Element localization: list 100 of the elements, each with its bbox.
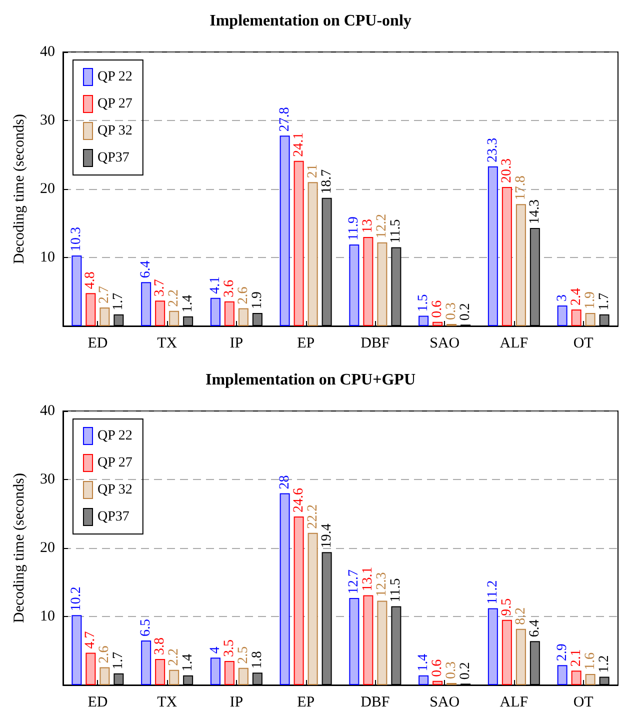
bar — [72, 615, 82, 685]
x-tick-label: ED — [88, 694, 108, 710]
y-tick-label: 20 — [40, 181, 55, 197]
x-tick-label: TX — [157, 336, 178, 352]
x-tick-label: IP — [230, 336, 244, 352]
data-label: 4.8 — [83, 272, 98, 290]
x-tick-label: EP — [297, 336, 315, 352]
x-tick-label: ED — [88, 336, 108, 352]
bar — [238, 308, 248, 326]
data-label: 1.2 — [596, 655, 612, 673]
bar — [349, 598, 360, 685]
bar — [224, 301, 234, 326]
data-label: 0.3 — [444, 302, 460, 320]
data-label: 1.4 — [416, 654, 432, 672]
data-label: 28 — [277, 475, 292, 490]
data-label: 18.7 — [319, 169, 334, 194]
data-label: 2.6 — [97, 646, 112, 664]
bar — [377, 600, 388, 685]
data-label: 14.3 — [527, 200, 542, 224]
bar — [571, 670, 582, 685]
bar — [100, 308, 110, 326]
x-tick-label: ALF — [500, 694, 528, 710]
legend-label: QP 22 — [98, 428, 132, 444]
y-axis-title: Decoding time (seconds) — [12, 473, 28, 623]
data-label: 1.7 — [596, 292, 612, 310]
chart-title: Implementation on CPU+GPU — [206, 372, 416, 388]
bar — [432, 322, 443, 326]
bar — [141, 640, 152, 685]
y-tick-label: 30 — [40, 472, 55, 488]
y-tick-label: 30 — [40, 112, 55, 128]
data-label: 1.4 — [180, 294, 196, 312]
legend-label: QP 32 — [98, 482, 132, 498]
bar — [488, 608, 498, 685]
bar — [294, 160, 304, 326]
legend-label: QP 22 — [98, 70, 132, 84]
data-label: 4.1 — [208, 276, 223, 294]
data-label: 12.3 — [374, 572, 390, 597]
data-label: 11.5 — [388, 219, 404, 244]
bar — [86, 652, 96, 685]
data-label: 1.9 — [250, 291, 265, 309]
bar — [169, 670, 180, 685]
y-tick-label: 10 — [40, 250, 55, 266]
data-label: 20.3 — [499, 158, 514, 183]
data-label: 2.5 — [236, 646, 251, 664]
x-tick-label: SAO — [430, 694, 460, 710]
data-label: 4 — [208, 646, 223, 654]
bar — [363, 595, 374, 685]
bar — [488, 166, 498, 326]
data-label: 3.7 — [152, 279, 168, 297]
data-label: 1.7 — [111, 292, 126, 310]
bar — [502, 620, 512, 685]
bar — [571, 310, 582, 326]
data-label: 11.5 — [388, 578, 404, 602]
legend-label: QP37 — [98, 510, 130, 524]
data-label: 1.5 — [416, 294, 432, 312]
bar — [169, 310, 180, 326]
x-tick-label: OT — [573, 336, 594, 352]
data-label: 27.8 — [277, 107, 292, 132]
x-tick-label: DBF — [360, 336, 390, 352]
bar — [418, 316, 429, 326]
bar — [86, 293, 96, 326]
data-label: 2.9 — [554, 644, 570, 662]
bar — [280, 493, 290, 685]
bar — [72, 255, 82, 326]
x-tick-label: IP — [230, 694, 244, 710]
data-label: 19.4 — [319, 524, 334, 548]
data-label: 2.7 — [97, 286, 112, 304]
bar — [516, 628, 526, 685]
bar — [308, 532, 318, 685]
data-label: 2.2 — [166, 648, 182, 666]
legend-label: QP 27 — [98, 96, 132, 112]
data-label: 1.9 — [582, 291, 598, 309]
x-tick-label: ALF — [500, 336, 528, 352]
bar — [224, 661, 234, 685]
x-tick-label: TX — [157, 694, 178, 710]
bar — [363, 236, 374, 326]
x-tick-label: OT — [573, 694, 594, 710]
data-label: 2.2 — [166, 289, 182, 307]
bar — [432, 680, 443, 685]
data-label: 2.6 — [236, 286, 251, 304]
data-label: 9.5 — [499, 598, 514, 616]
data-label: 2.4 — [568, 288, 584, 306]
chart-title: Implementation on CPU-only — [210, 12, 412, 30]
data-label: 13 — [360, 218, 376, 233]
data-label: 6.5 — [138, 618, 154, 636]
bar — [100, 667, 110, 685]
data-label: 22.2 — [305, 504, 320, 529]
data-label: 10.2 — [69, 586, 84, 612]
x-tick-label: EP — [297, 694, 315, 710]
data-label: 24.6 — [291, 488, 306, 512]
bar — [155, 300, 166, 326]
bar — [210, 658, 220, 685]
data-label: 4.7 — [83, 631, 98, 649]
data-label: 1.6 — [582, 652, 598, 670]
bar — [141, 282, 152, 326]
bar — [502, 186, 512, 326]
data-label: 1.8 — [250, 651, 265, 669]
data-label: 0.3 — [444, 661, 460, 679]
bar — [280, 136, 290, 326]
data-label: 21 — [305, 164, 320, 178]
